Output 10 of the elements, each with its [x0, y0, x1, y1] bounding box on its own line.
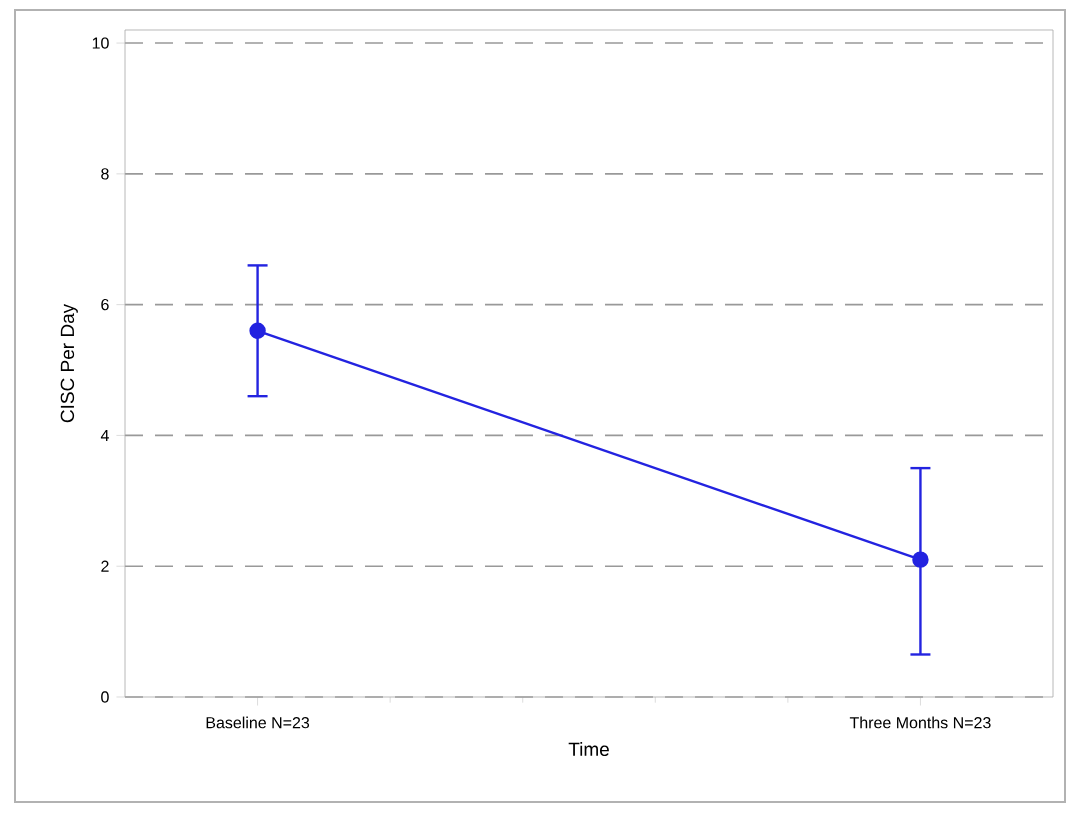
y-tick-label: 8: [101, 168, 109, 180]
y-tick-label: 6: [101, 298, 109, 311]
x-tick-label: Baseline N=23: [206, 716, 310, 729]
y-axis-title: CISC Per Day: [60, 303, 78, 423]
x-axis-title: Time: [568, 742, 609, 757]
y-tick-label: 10: [92, 37, 109, 49]
y-tick-label: 0: [101, 691, 109, 703]
y-tick-label: 2: [101, 560, 109, 572]
x-tick-label: Three Months N=23: [849, 716, 991, 729]
y-tick-label: 4: [100, 429, 109, 441]
